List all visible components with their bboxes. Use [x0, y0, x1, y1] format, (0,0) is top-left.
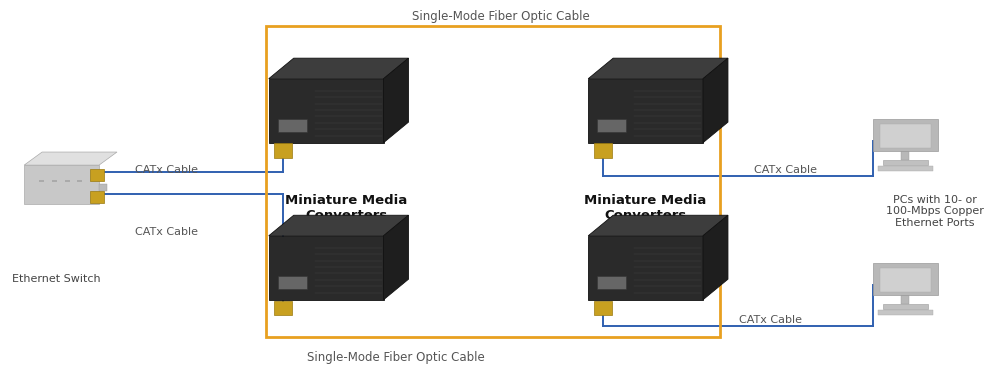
- Text: CATx Cable: CATx Cable: [754, 165, 817, 175]
- Bar: [880, 124, 931, 148]
- Polygon shape: [588, 236, 703, 300]
- Bar: [65, 180, 70, 182]
- Bar: [901, 295, 909, 304]
- Polygon shape: [269, 79, 384, 142]
- Bar: [39, 180, 44, 182]
- Bar: [873, 263, 938, 295]
- Bar: [99, 184, 107, 191]
- Polygon shape: [269, 236, 384, 300]
- Polygon shape: [384, 58, 408, 142]
- Polygon shape: [384, 215, 408, 300]
- Bar: [52, 180, 57, 182]
- Bar: [901, 151, 909, 160]
- Text: CATx Cable: CATx Cable: [135, 227, 198, 237]
- Bar: [878, 166, 933, 171]
- Text: Ethernet Switch: Ethernet Switch: [12, 274, 101, 283]
- Bar: [274, 301, 292, 315]
- Polygon shape: [588, 79, 703, 142]
- Polygon shape: [588, 215, 728, 236]
- Polygon shape: [703, 58, 728, 142]
- Bar: [597, 276, 626, 289]
- Bar: [883, 160, 928, 165]
- Bar: [278, 276, 307, 289]
- Polygon shape: [24, 165, 99, 204]
- Bar: [274, 143, 292, 158]
- Polygon shape: [588, 58, 728, 79]
- Bar: [880, 268, 931, 292]
- Bar: [873, 119, 938, 151]
- Text: Miniature Media
Converters: Miniature Media Converters: [584, 194, 707, 221]
- Bar: [77, 180, 82, 182]
- Bar: [883, 304, 928, 309]
- Text: PCs with 10- or
100-Mbps Copper
Ethernet Ports: PCs with 10- or 100-Mbps Copper Ethernet…: [886, 195, 984, 228]
- Text: Single-Mode Fiber Optic Cable: Single-Mode Fiber Optic Cable: [412, 10, 590, 23]
- Bar: [878, 310, 933, 315]
- Text: CATx Cable: CATx Cable: [739, 315, 802, 325]
- Polygon shape: [269, 215, 408, 236]
- Bar: [90, 169, 104, 181]
- Bar: [594, 143, 612, 158]
- Bar: [597, 119, 626, 132]
- Text: Single-Mode Fiber Optic Cable: Single-Mode Fiber Optic Cable: [307, 351, 485, 364]
- Text: Miniature Media
Converters: Miniature Media Converters: [285, 194, 407, 221]
- Bar: [90, 191, 104, 203]
- Text: CATx Cable: CATx Cable: [135, 165, 198, 175]
- Bar: [594, 301, 612, 315]
- Polygon shape: [269, 58, 408, 79]
- Polygon shape: [703, 215, 728, 300]
- Bar: [278, 119, 307, 132]
- Polygon shape: [24, 152, 117, 165]
